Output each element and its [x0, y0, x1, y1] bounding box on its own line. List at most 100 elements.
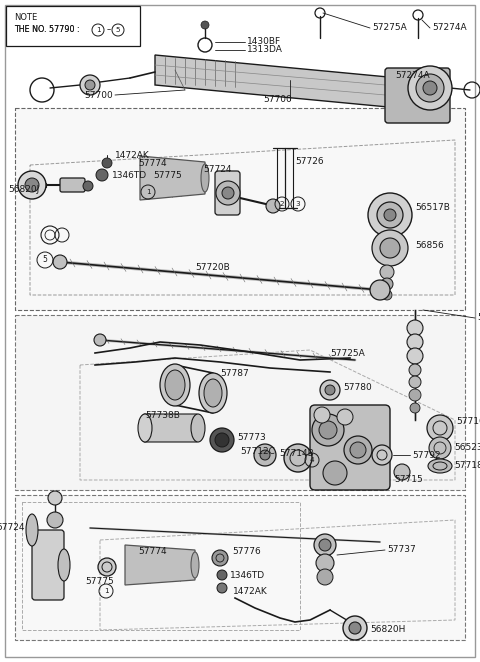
- Text: 56856: 56856: [415, 240, 444, 250]
- Polygon shape: [15, 108, 465, 310]
- Circle shape: [382, 290, 392, 300]
- Polygon shape: [155, 55, 420, 110]
- Ellipse shape: [26, 514, 38, 546]
- Text: 57714B: 57714B: [279, 448, 314, 457]
- Circle shape: [368, 193, 412, 237]
- Text: 57776: 57776: [232, 547, 261, 557]
- Polygon shape: [15, 495, 465, 640]
- Text: 57774: 57774: [138, 547, 167, 557]
- Text: 57724: 57724: [0, 524, 25, 532]
- Circle shape: [25, 178, 39, 192]
- Circle shape: [212, 550, 228, 566]
- Text: 57780: 57780: [343, 383, 372, 393]
- Circle shape: [98, 558, 116, 576]
- Text: 1346TD: 1346TD: [230, 571, 265, 579]
- Circle shape: [53, 255, 67, 269]
- FancyBboxPatch shape: [215, 171, 240, 215]
- Text: 4: 4: [310, 457, 314, 463]
- Text: 57738B: 57738B: [145, 410, 180, 420]
- Text: 1472AK: 1472AK: [115, 150, 150, 160]
- Ellipse shape: [201, 164, 209, 192]
- Ellipse shape: [138, 414, 152, 442]
- Text: 2: 2: [280, 201, 284, 207]
- Text: 1313DA: 1313DA: [247, 46, 283, 54]
- Ellipse shape: [191, 552, 199, 578]
- Circle shape: [317, 569, 333, 585]
- Circle shape: [94, 334, 106, 346]
- Text: 56523: 56523: [454, 444, 480, 453]
- Polygon shape: [125, 545, 195, 585]
- Text: 1: 1: [96, 27, 100, 33]
- Text: 1: 1: [146, 189, 150, 195]
- Circle shape: [96, 169, 108, 181]
- Text: 57787: 57787: [220, 369, 249, 379]
- Text: 57775: 57775: [85, 577, 114, 587]
- Polygon shape: [15, 315, 465, 490]
- Text: 3: 3: [296, 201, 300, 207]
- Ellipse shape: [204, 379, 222, 407]
- Circle shape: [427, 415, 453, 441]
- Text: 1: 1: [104, 588, 108, 594]
- Circle shape: [423, 81, 437, 95]
- Circle shape: [47, 512, 63, 528]
- Ellipse shape: [191, 414, 205, 442]
- Circle shape: [407, 334, 423, 350]
- Circle shape: [85, 80, 95, 90]
- Text: THE NO. 57790 :: THE NO. 57790 :: [14, 26, 82, 34]
- Text: 57716D: 57716D: [456, 418, 480, 426]
- Text: 57274A: 57274A: [432, 23, 467, 32]
- Text: 5: 5: [116, 27, 120, 33]
- Text: 1472AK: 1472AK: [233, 587, 268, 596]
- Circle shape: [394, 464, 410, 480]
- Circle shape: [83, 181, 93, 191]
- Circle shape: [260, 450, 270, 460]
- Ellipse shape: [199, 373, 227, 413]
- Text: –: –: [107, 26, 111, 34]
- Circle shape: [408, 66, 452, 110]
- Circle shape: [429, 437, 451, 459]
- Circle shape: [201, 21, 209, 29]
- Circle shape: [266, 199, 280, 213]
- FancyBboxPatch shape: [32, 530, 64, 600]
- Text: 57700: 57700: [84, 91, 113, 99]
- Text: 5: 5: [43, 256, 48, 265]
- Text: 57792: 57792: [412, 451, 441, 459]
- Text: 56820J: 56820J: [8, 185, 39, 195]
- Text: 57718A: 57718A: [454, 461, 480, 471]
- Circle shape: [284, 444, 312, 472]
- Text: 57726: 57726: [295, 158, 324, 167]
- Circle shape: [215, 433, 229, 447]
- FancyBboxPatch shape: [60, 178, 85, 192]
- Text: 56517B: 56517B: [415, 203, 450, 213]
- Circle shape: [380, 265, 394, 279]
- Circle shape: [314, 407, 330, 423]
- Circle shape: [380, 238, 400, 258]
- Circle shape: [381, 278, 393, 290]
- Text: 57712C: 57712C: [240, 448, 275, 457]
- Circle shape: [18, 171, 46, 199]
- Circle shape: [384, 209, 396, 221]
- Circle shape: [312, 414, 344, 446]
- Text: 57700: 57700: [263, 95, 292, 105]
- Circle shape: [217, 570, 227, 580]
- Text: 57774: 57774: [138, 158, 167, 167]
- Circle shape: [370, 280, 390, 300]
- Text: 57775: 57775: [153, 171, 182, 179]
- Circle shape: [222, 187, 234, 199]
- FancyBboxPatch shape: [310, 405, 390, 490]
- Text: 57275A: 57275A: [372, 23, 407, 32]
- Circle shape: [409, 364, 421, 376]
- Circle shape: [325, 385, 335, 395]
- FancyBboxPatch shape: [6, 6, 140, 46]
- Circle shape: [377, 202, 403, 228]
- Text: 57720B: 57720B: [195, 263, 230, 273]
- Ellipse shape: [165, 370, 185, 400]
- Circle shape: [337, 409, 353, 425]
- Circle shape: [254, 444, 276, 466]
- Text: 57715: 57715: [394, 475, 423, 485]
- Circle shape: [343, 616, 367, 640]
- Circle shape: [210, 428, 234, 452]
- Text: THE NO. 57790 :: THE NO. 57790 :: [14, 26, 80, 34]
- Circle shape: [48, 491, 62, 505]
- Circle shape: [314, 534, 336, 556]
